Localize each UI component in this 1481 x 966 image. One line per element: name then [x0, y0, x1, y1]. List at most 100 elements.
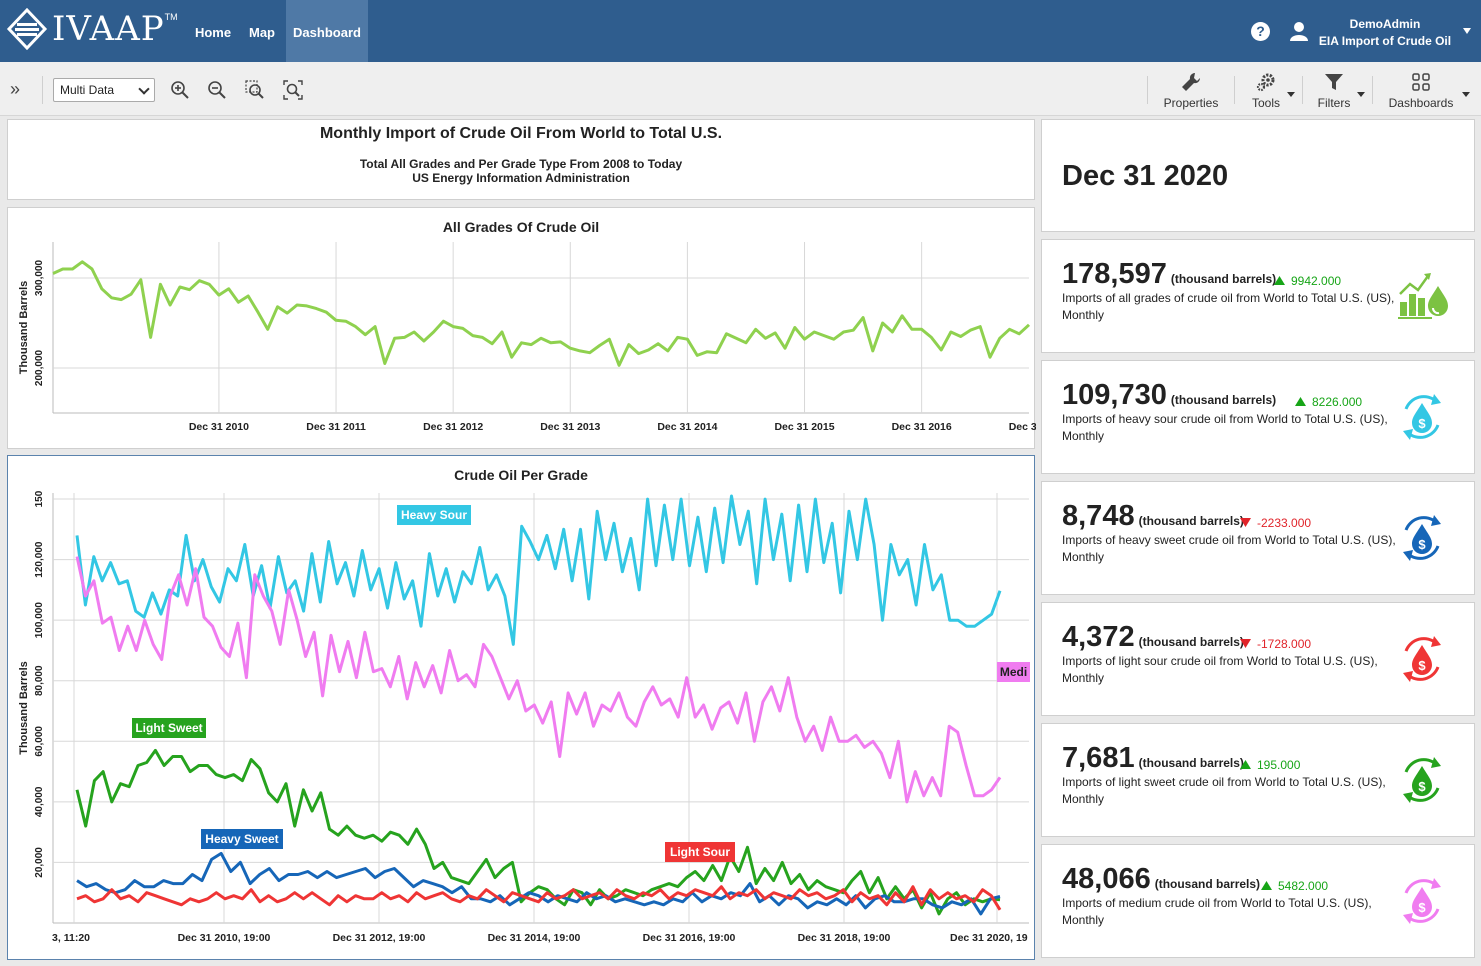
zoom-box-icon[interactable] — [245, 80, 265, 100]
user-name[interactable]: DemoAdmin — [1349, 17, 1421, 31]
series-line-heavy-sweet[interactable] — [76, 851, 1001, 916]
series-label-box — [665, 842, 735, 862]
series-line-all-grades[interactable] — [52, 260, 1031, 367]
kpi-value-row: 178,597 (thousand barrels) — [1062, 258, 1276, 291]
kpi-description: Imports of light sour crude oil from Wor… — [1062, 654, 1378, 685]
kpi-panel-light-sweet[interactable]: 7,681 (thousand barrels) 195.000 Imports … — [1041, 723, 1475, 837]
nav-home[interactable]: Home — [194, 25, 232, 40]
user-menu-caret-icon[interactable] — [1463, 28, 1471, 34]
user-icon[interactable] — [1289, 21, 1309, 41]
per-grade-chart[interactable]: 20,000 40,000 60,000 80,000 100,000 120,000 15… — [8, 456, 1036, 961]
kpi-value-row: 8,748 (thousand barrels) — [1062, 500, 1244, 533]
expand-sidebar-icon[interactable]: » — [10, 79, 21, 99]
series-line-light-sour[interactable] — [76, 885, 1002, 911]
x-tick-label: Dec 31 2013 — [540, 421, 600, 433]
kpi-value-row: 109,730 (thousand barrels) — [1062, 379, 1276, 412]
x-tick-label: Dec 31 2014, 19:00 — [488, 932, 581, 944]
series-label-text: Light Sour — [670, 845, 730, 859]
user-project[interactable]: EIA Import of Crude Oil — [1318, 34, 1452, 48]
kpi-panel-light-sour[interactable]: 4,372 (thousand barrels) -1728.000 Import… — [1041, 602, 1475, 716]
zoom-out-icon[interactable] — [207, 80, 227, 100]
ivaap-logo-emblem-icon — [6, 8, 48, 50]
header-panel[interactable]: Monthly Import of Crude Oil From World t… — [7, 119, 1035, 200]
y-tick-label: 120,000 — [34, 541, 45, 578]
y-tick-label: 200,000 — [34, 349, 45, 386]
tools-label: Tools — [1251, 96, 1280, 110]
dashboard-subtitle-line1: Total All Grades and Per Grade Type From… — [359, 157, 683, 171]
kpi-unit: (thousand barrels) — [1170, 393, 1277, 407]
properties-button[interactable]: Properties — [1158, 72, 1224, 110]
kpi-change-value: 9942.000 — [1291, 274, 1342, 288]
arrow-up-icon — [1295, 397, 1306, 406]
date-panel[interactable]: Dec 31 2020 — [1041, 119, 1475, 232]
toolbar-divider — [1147, 76, 1148, 104]
series-line-heavy-sour[interactable] — [75, 494, 1002, 646]
x-tick-label: Dec 31 2020, 19 — [950, 932, 1028, 944]
all-grades-chart[interactable]: 200,000 300,000 Dec 31 2010 Dec 31 2011 Dec … — [8, 208, 1036, 450]
grid-icon — [1412, 73, 1430, 91]
nav-dashboard[interactable]: Dashboard — [286, 0, 368, 62]
y-tick-label: 60,000 — [34, 726, 45, 757]
series-label-text: Heavy Sour — [401, 508, 467, 522]
filters-label: Filters — [1317, 96, 1351, 110]
chart1-title: All Grades Of Crude Oil — [442, 219, 600, 235]
tools-caret-icon[interactable] — [1287, 92, 1295, 97]
series-label-text: Light Sweet — [135, 721, 202, 735]
ivaap-logo[interactable]: IVAAP TM — [6, 8, 178, 50]
y-tick-label: 40,000 — [34, 786, 45, 817]
arrow-down-icon — [1240, 518, 1251, 527]
kpi-panel-medium[interactable]: 48,066 (thousand barrels) 5482.000 Import… — [1041, 844, 1475, 958]
kpi-panel-heavy-sweet[interactable]: 8,748 (thousand barrels) -2233.000 Import… — [1041, 481, 1475, 595]
dashboards-button[interactable]: Dashboards — [1384, 72, 1458, 110]
toolbar-divider — [1302, 76, 1303, 104]
tools-button[interactable]: Tools — [1244, 72, 1288, 110]
bar-chart-drop-icon — [1394, 268, 1450, 329]
zoom-fit-icon[interactable] — [283, 80, 303, 100]
x-tick-label: Dec 31 2018, 19:00 — [798, 932, 891, 944]
kpi-panel-heavy-sour[interactable]: 109,730 (thousand barrels) 8226.000 Impor… — [1041, 360, 1475, 474]
series-line-medium[interactable] — [75, 556, 1002, 804]
chart2-title: Crude Oil Per Grade — [454, 467, 588, 483]
kpi-panel-all-grades[interactable]: 178,597 (thousand barrels) 9942.000 Impor… — [1041, 239, 1475, 353]
kpi-change-value: 8226.000 — [1312, 395, 1363, 409]
y-tick-label: 20,000 — [34, 847, 45, 878]
kpi-change-value: -1728.000 — [1257, 637, 1312, 651]
series-label-medi: Medi — [997, 662, 1030, 682]
kpi-value-row: 7,681 (thousand barrels) — [1062, 742, 1244, 775]
kpi-unit: (thousand barrels) — [1170, 272, 1277, 286]
series-label-box — [132, 718, 206, 738]
kpi-change-value: -2233.000 — [1257, 516, 1312, 530]
filters-button[interactable]: Filters — [1312, 72, 1356, 110]
dashboards-caret-icon[interactable] — [1462, 92, 1470, 97]
svg-text:$: $ — [1418, 779, 1426, 794]
all-grades-chart-panel[interactable]: All Grades Of Crude Oil 200,000 300,000 De… — [7, 207, 1036, 450]
nav-map[interactable]: Map — [249, 25, 275, 40]
y-tick-label: 300,000 — [34, 259, 45, 296]
series-label-light-sour: Light Sour — [665, 842, 735, 862]
properties-label: Properties — [1163, 96, 1219, 110]
kpi-change: 5482.000 — [1261, 879, 1328, 893]
zoom-in-icon[interactable] — [170, 80, 190, 100]
chevron-down-icon — [138, 83, 150, 95]
kpi-description: Imports of light sweet crude oil from Wo… — [1062, 775, 1386, 806]
series-line-light-sweet[interactable] — [75, 748, 1001, 916]
per-grade-chart-panel[interactable]: Crude Oil Per Grade 20,000 40,000 60,000 80… — [7, 455, 1035, 960]
help-icon[interactable]: ? — [1251, 22, 1270, 41]
x-tick-label: Dec 31 2016 — [892, 421, 952, 433]
kpi-change: -2233.000 — [1240, 516, 1311, 530]
y-tick-label: 80,000 — [34, 665, 45, 696]
svg-text:$: $ — [1418, 900, 1426, 915]
mode-select[interactable]: Multi Data — [53, 78, 155, 102]
kpi-value: 109,730 — [1062, 379, 1167, 411]
dashboard-subtitle-line2: US Energy Information Administration — [412, 171, 630, 185]
filters-caret-icon[interactable] — [1357, 92, 1365, 97]
x-tick-label: Dec 31 2012, 19:00 — [333, 932, 426, 944]
arrow-up-icon — [1261, 881, 1272, 890]
svg-text:$: $ — [1418, 658, 1426, 673]
wrench-icon — [1182, 72, 1201, 91]
kpi-value: 7,681 — [1062, 742, 1135, 774]
current-date: Dec 31 2020 — [1062, 160, 1229, 192]
kpi-description: Imports of medium crude oil from World t… — [1062, 896, 1372, 927]
kpi-change: -1728.000 — [1240, 637, 1311, 651]
